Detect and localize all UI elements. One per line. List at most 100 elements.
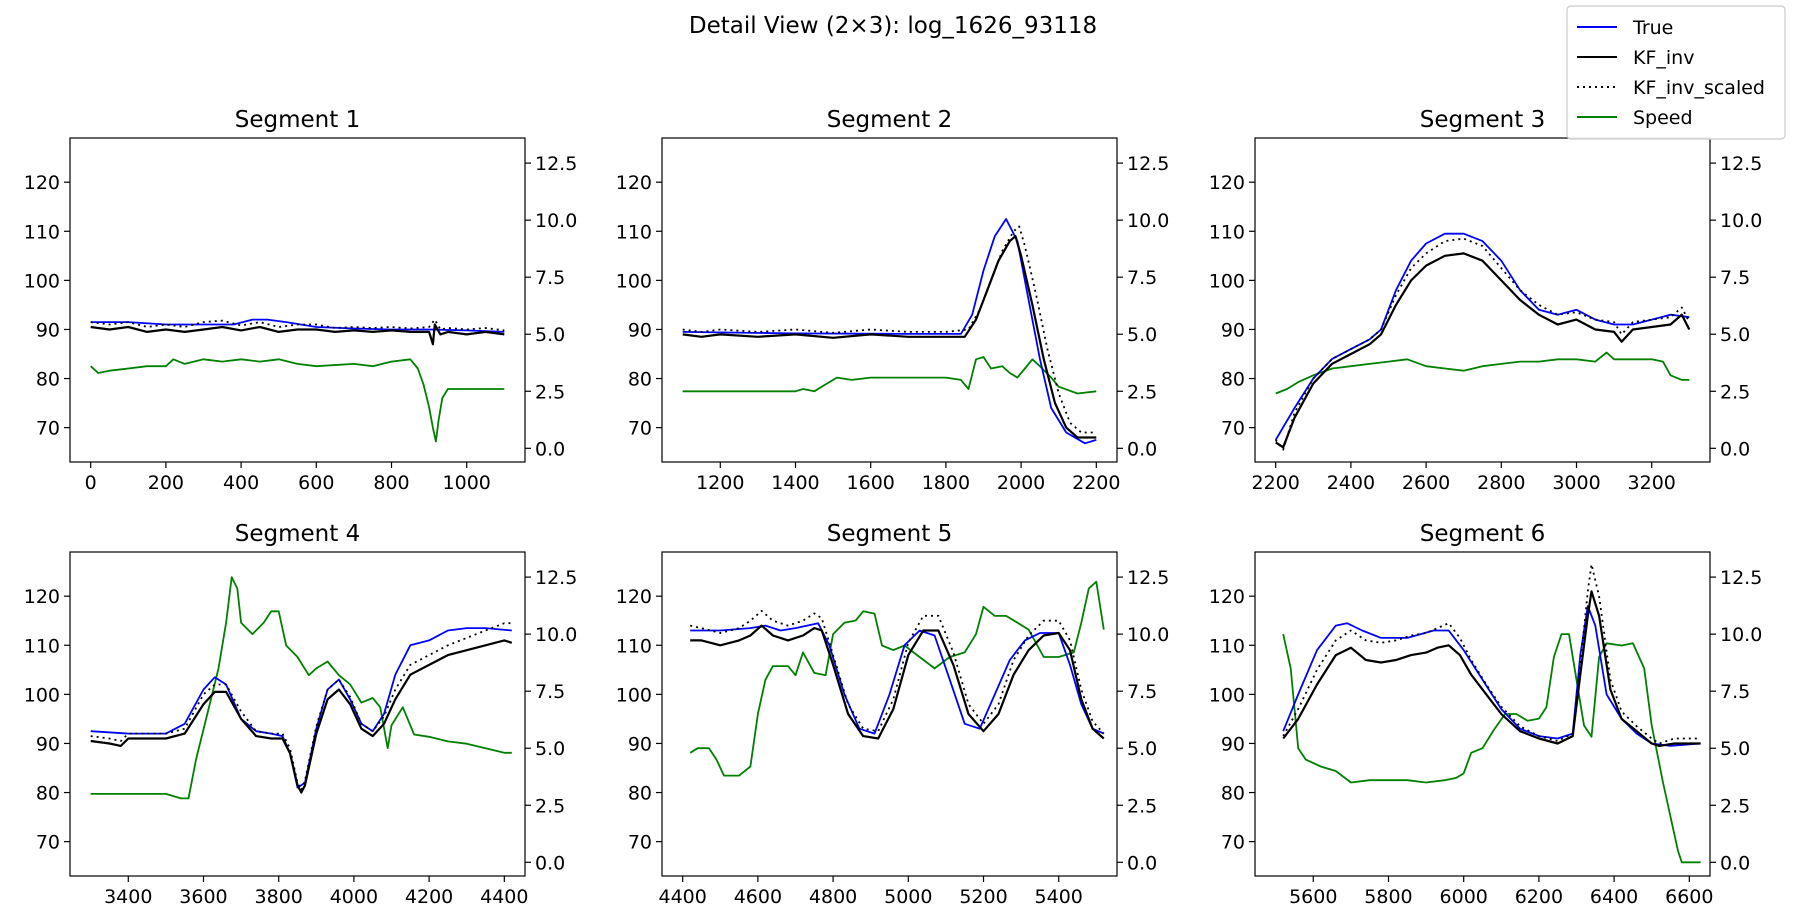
y-tick-label: 70 (628, 418, 652, 440)
series-line-true (682, 218, 1097, 445)
x-tick-label: 1800 (922, 472, 970, 494)
y-tick-label: 110 (1209, 221, 1245, 243)
x-tick-label: 1400 (771, 472, 819, 494)
x-tick-label: 3200 (1628, 472, 1676, 494)
y2-tick-label: 7.5 (535, 267, 565, 289)
x-tick-label: 800 (373, 472, 409, 494)
y-tick-label: 80 (628, 783, 652, 805)
series-line-kf-inv (90, 639, 513, 794)
panel-title: Segment 6 (1420, 521, 1545, 547)
x-tick-label: 2800 (1477, 472, 1525, 494)
x-tick-label: 5600 (1289, 886, 1337, 908)
x-tick-label: 2200 (1072, 472, 1120, 494)
y-tick-label: 90 (628, 733, 652, 755)
y2-tick-label: 10.0 (1720, 624, 1762, 646)
x-tick-label: 3000 (1552, 472, 1600, 494)
series-line-speed (1282, 633, 1701, 864)
y-tick-label: 70 (36, 418, 60, 440)
series-line-true (90, 318, 505, 333)
x-tick-label: 1200 (696, 472, 744, 494)
y2-tick-label: 10.0 (535, 210, 577, 232)
series-line-speed (682, 356, 1097, 395)
y2-tick-label: 2.5 (535, 381, 565, 403)
y-tick-label: 110 (616, 221, 652, 243)
y2-tick-label: 0.0 (535, 852, 565, 874)
y2-tick-label: 0.0 (1127, 852, 1157, 874)
y2-tick-label: 5.0 (1127, 738, 1157, 760)
legend-label: Speed (1633, 107, 1693, 129)
y-tick-label: 100 (1209, 684, 1245, 706)
y-tick-label: 120 (24, 172, 60, 194)
x-tick-label: 2400 (1327, 472, 1375, 494)
plot-frame (661, 137, 1118, 463)
x-tick-label: 4000 (330, 886, 378, 908)
x-tick-label: 2200 (1252, 472, 1300, 494)
plot-frame (1254, 137, 1711, 463)
series-line-kf-inv-scaled (90, 622, 512, 791)
y2-tick-label: 0.0 (1127, 438, 1157, 460)
series-line-speed (90, 576, 512, 800)
y2-tick-label: 2.5 (535, 795, 565, 817)
y2-tick-label: 0.0 (1720, 438, 1750, 460)
figure-title: Detail View (2×3): log_1626_93118 (689, 13, 1097, 39)
y2-tick-label: 12.5 (535, 567, 577, 589)
x-tick-label: 400 (223, 472, 259, 494)
x-tick-label: 3400 (104, 886, 152, 908)
legend-box (1566, 5, 1786, 140)
y2-tick-label: 7.5 (1127, 267, 1157, 289)
series-line-kf-inv-scaled (682, 225, 1097, 434)
y-tick-label: 110 (24, 635, 60, 657)
x-tick-label: 2600 (1402, 472, 1450, 494)
series-group (689, 580, 1105, 777)
y-tick-label: 120 (1209, 586, 1245, 608)
series-group (90, 318, 505, 443)
y-tick-label: 90 (1221, 319, 1245, 341)
x-tick-label: 600 (298, 472, 334, 494)
x-tick-label: 6000 (1440, 886, 1488, 908)
x-tick-label: 1600 (847, 472, 895, 494)
series-line-kf-inv-scaled (1282, 563, 1701, 745)
panel-title: Segment 5 (827, 521, 952, 547)
plot-frame (69, 551, 526, 877)
x-tick-label: 4800 (809, 886, 857, 908)
y2-tick-label: 12.5 (1720, 567, 1762, 589)
x-tick-label: 6600 (1665, 886, 1713, 908)
x-tick-label: 0 (85, 472, 97, 494)
series-group (682, 218, 1097, 445)
x-tick-label: 200 (148, 472, 184, 494)
y-tick-label: 110 (616, 635, 652, 657)
x-tick-label: 4400 (480, 886, 528, 908)
x-tick-label: 2000 (997, 472, 1045, 494)
x-tick-label: 6400 (1590, 886, 1638, 908)
x-tick-label: 3600 (179, 886, 227, 908)
y-tick-label: 80 (1221, 783, 1245, 805)
y2-tick-label: 5.0 (1127, 324, 1157, 346)
y2-tick-label: 5.0 (1720, 324, 1750, 346)
x-tick-label: 5800 (1364, 886, 1412, 908)
y-tick-label: 70 (1221, 832, 1245, 854)
y-tick-label: 100 (24, 684, 60, 706)
y-tick-label: 90 (36, 319, 60, 341)
series-line-true (1274, 232, 1690, 441)
panel-title: Segment 3 (1420, 107, 1545, 133)
y2-tick-label: 12.5 (1127, 567, 1169, 589)
y-tick-label: 80 (36, 369, 60, 391)
y2-tick-label: 12.5 (535, 153, 577, 175)
y-tick-label: 80 (628, 369, 652, 391)
panel-1: Segment 1 0 200 400 600 800 1000 70 80 90 100 110 12… (24, 107, 578, 494)
y2-tick-label: 7.5 (1720, 267, 1750, 289)
y2-tick-label: 10.0 (1127, 624, 1169, 646)
x-tick-label: 5000 (884, 886, 932, 908)
x-tick-label: 4600 (734, 886, 782, 908)
panel-2: Segment 2 1200 1400 1600 1800 2000 2200 70 80 90 1… (616, 107, 1170, 494)
panels: Segment 1 0 200 400 600 800 1000 70 80 90 100 110 12… (24, 107, 1763, 908)
panel-4: Segment 4 3400 3600 3800 4000 4200 4400 70 80 90 1… (24, 521, 578, 908)
y-tick-label: 100 (24, 270, 60, 292)
plot-frame (1254, 551, 1711, 877)
y2-tick-label: 7.5 (1127, 681, 1157, 703)
y-tick-label: 80 (36, 783, 60, 805)
y-tick-label: 120 (616, 172, 652, 194)
y-tick-label: 70 (36, 832, 60, 854)
x-tick-label: 3800 (255, 886, 303, 908)
series-group (1274, 232, 1691, 451)
